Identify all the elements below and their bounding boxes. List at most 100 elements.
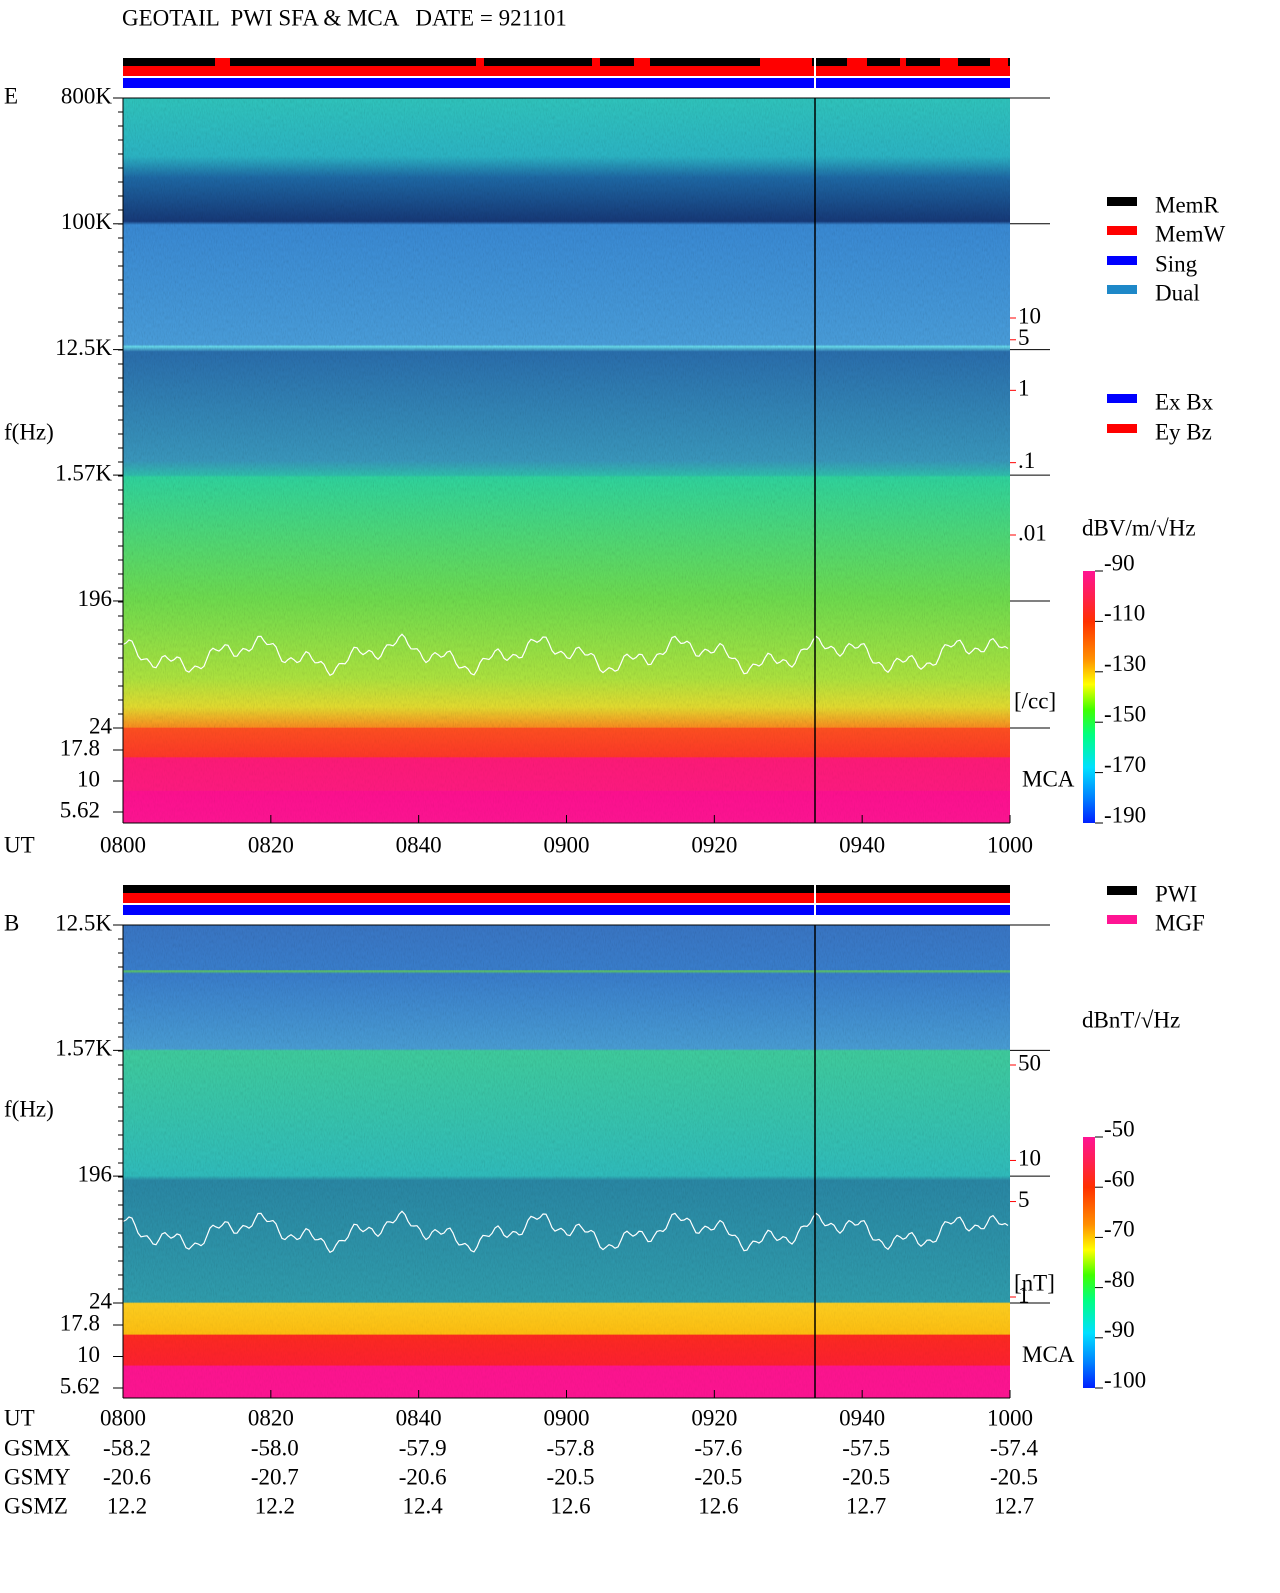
orbit-value: -20.5 — [842, 1464, 890, 1489]
y2-tick-label: 1 — [1018, 376, 1030, 401]
status-bar — [123, 78, 1010, 88]
status-bar — [123, 885, 1010, 893]
colorbar-tick-label: -90 — [1104, 1317, 1135, 1342]
mca-label: MCA — [1022, 1342, 1075, 1367]
colorbar-tick-label: -170 — [1104, 752, 1146, 777]
title: GEOTAIL PWI SFA & MCA DATE = 921101 — [122, 5, 567, 30]
y-tick-label: 1.57K — [55, 1036, 112, 1061]
y2-tick-label: 1 — [1018, 1282, 1030, 1307]
y-axis-label: f(Hz) — [4, 1096, 54, 1121]
spectrogram-noise — [123, 98, 1010, 728]
orbit-value: 12.6 — [698, 1493, 738, 1518]
status-block — [990, 58, 1008, 66]
legend-label: MemW — [1155, 221, 1226, 246]
orbit-value: -20.5 — [694, 1464, 742, 1489]
legend-swatch — [1107, 197, 1137, 206]
status-block — [634, 58, 650, 66]
colorbar-tick-label: -130 — [1104, 651, 1146, 676]
y-tick-label: 100K — [61, 209, 113, 234]
y-tick-label: 24 — [89, 713, 113, 738]
colorbar-tick-label: -150 — [1104, 701, 1146, 726]
orbit-value: -58.2 — [103, 1435, 151, 1460]
status-block — [760, 58, 812, 66]
mca-label: MCA — [1022, 766, 1075, 791]
x-tick-label: 0900 — [544, 832, 590, 857]
x-tick-label: 0900 — [544, 1405, 590, 1430]
y2-tick-label: .1 — [1018, 448, 1035, 473]
colorbar-tick-label: -100 — [1104, 1367, 1146, 1392]
mca-tick-label: 5.62 — [60, 1373, 100, 1398]
y2-tick-label: 5 — [1018, 1187, 1030, 1212]
status-bar — [123, 905, 1010, 915]
orbit-value: -57.8 — [547, 1435, 595, 1460]
y-tick-label: 196 — [78, 586, 113, 611]
mca-tick-label: 17.8 — [60, 735, 100, 760]
status-bar — [123, 58, 1010, 66]
orbit-value: -20.5 — [990, 1464, 1038, 1489]
legend-swatch — [1107, 915, 1137, 924]
y2-tick-label: 50 — [1018, 1050, 1041, 1075]
legend-label: MemR — [1155, 192, 1220, 217]
colorbar — [1083, 571, 1095, 823]
legend-label: Sing — [1155, 251, 1198, 276]
orbit-label: GSMX — [4, 1435, 71, 1460]
orbit-value: -57.5 — [842, 1435, 890, 1460]
orbit-value: 12.6 — [550, 1493, 590, 1518]
x-tick-label: 0820 — [248, 1405, 294, 1430]
trace — [122, 1210, 1009, 1254]
orbit-value: 12.2 — [255, 1493, 295, 1518]
x-tick-label: 1000 — [987, 832, 1033, 857]
mca-stripes — [123, 1303, 1010, 1398]
x-tick-label: 0840 — [396, 1405, 442, 1430]
y-axis-label: f(Hz) — [4, 419, 54, 444]
orbit-value: -58.0 — [251, 1435, 299, 1460]
mca-tick-label: 5.62 — [60, 797, 100, 822]
legend-label: MGF — [1155, 910, 1205, 935]
legend-label: Ey Bz — [1155, 419, 1212, 444]
x-tick-label: 0800 — [100, 1405, 146, 1430]
panel-label: E — [4, 83, 18, 108]
mca-stripes — [123, 728, 1010, 823]
y2-tick-label: 10 — [1018, 303, 1041, 328]
y2-unit: [nT] — [1014, 1270, 1055, 1295]
x-axis-label: UT — [4, 832, 35, 857]
orbit-value: -57.4 — [990, 1435, 1038, 1460]
status-block — [847, 58, 867, 66]
legend-swatch — [1107, 424, 1137, 433]
orbit-label: GSMZ — [4, 1493, 68, 1518]
x-tick-label: 0840 — [396, 832, 442, 857]
y-tick-label: 12.5K — [55, 335, 112, 360]
y-tick-label: 196 — [78, 1161, 113, 1186]
colorbar-tick-label: -50 — [1104, 1116, 1135, 1141]
legend-label: Ex Bx — [1155, 389, 1214, 414]
legend-swatch — [1107, 226, 1137, 235]
colorbar-tick-label: -110 — [1104, 601, 1145, 626]
colorbar-label: dBnT/√Hz — [1082, 1007, 1180, 1032]
mca-tick-label: 10 — [77, 1342, 100, 1367]
y-tick-label: 800K — [61, 83, 113, 108]
colorbar-tick-label: -70 — [1104, 1217, 1135, 1242]
y-tick-label: 24 — [89, 1288, 113, 1313]
x-tick-label: 0940 — [839, 832, 885, 857]
colorbar — [1083, 1137, 1095, 1388]
legend-swatch — [1107, 394, 1137, 403]
orbit-label: GSMY — [4, 1464, 71, 1489]
orbit-value: 12.7 — [994, 1493, 1034, 1518]
x-tick-label: 1000 — [987, 1405, 1033, 1430]
colorbar-tick-label: -60 — [1104, 1166, 1135, 1191]
y2-unit: [/cc] — [1014, 688, 1056, 713]
orbit-value: 12.2 — [107, 1493, 147, 1518]
x-tick-label: 0800 — [100, 832, 146, 857]
y2-tick-label: .01 — [1018, 520, 1047, 545]
colorbar-label: dBV/m/√Hz — [1082, 515, 1196, 540]
colorbar-tick-label: -80 — [1104, 1267, 1135, 1292]
orbit-value: 12.4 — [403, 1493, 444, 1518]
legend-label: Dual — [1155, 280, 1200, 305]
spectrogram-noise — [123, 925, 1010, 1303]
x-tick-label: 0820 — [248, 832, 294, 857]
colorbar-tick-label: -90 — [1104, 550, 1135, 575]
legend-swatch — [1107, 886, 1137, 895]
status-bar — [123, 893, 1010, 903]
